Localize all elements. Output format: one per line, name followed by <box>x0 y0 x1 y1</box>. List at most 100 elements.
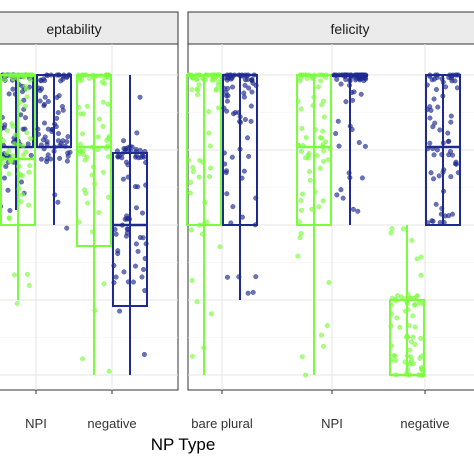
data-point-1-1-65 <box>241 168 247 174</box>
data-point-1-2-62 <box>306 150 312 156</box>
data-point-1-5-21 <box>428 170 434 176</box>
data-point-1-5-13 <box>427 140 433 146</box>
data-point-1-4-36 <box>393 358 399 364</box>
data-point-1-5-49 <box>433 87 439 93</box>
data-point-1-2-55 <box>306 169 312 175</box>
data-point-1-0-64 <box>195 92 201 98</box>
data-point-1-4-47 <box>408 339 414 345</box>
data-point-1-4-65 <box>408 354 414 360</box>
data-point-0-3-37 <box>55 199 61 205</box>
data-point-1-0-33 <box>190 164 196 170</box>
data-point-1-4-43 <box>410 334 416 340</box>
data-point-1-4-66 <box>412 302 418 308</box>
box-1-2 <box>296 74 332 226</box>
data-point-1-3-39 <box>333 131 339 137</box>
data-point-1-5-28 <box>447 149 453 155</box>
data-point-0-2-45 <box>22 103 28 109</box>
data-point-1-1-56 <box>241 90 247 96</box>
facet-strip-0 <box>0 11 179 45</box>
data-point-0-5-64 <box>135 248 141 254</box>
data-point-1-2-9 <box>325 157 331 163</box>
x-tick-label-1-2: negative <box>400 416 449 431</box>
data-point-0-3-31 <box>64 225 70 231</box>
data-point-1-4-2 <box>400 226 406 232</box>
data-point-1-2-14 <box>300 191 306 197</box>
data-point-1-2-49 <box>318 78 324 84</box>
data-point-0-4-1 <box>105 101 111 107</box>
data-point-1-1-67 <box>242 77 248 83</box>
data-point-1-2-64 <box>321 148 327 154</box>
data-point-0-2-39 <box>1 77 7 83</box>
data-point-0-1-42 <box>25 141 31 147</box>
data-point-1-5-31 <box>448 113 454 119</box>
data-point-0-5-41 <box>137 94 143 100</box>
data-point-1-1-4 <box>245 290 251 296</box>
data-point-1-5-60 <box>446 138 452 144</box>
data-point-1-2-18 <box>297 235 303 241</box>
data-point-0-4-38 <box>79 131 85 137</box>
data-point-0-5-28 <box>121 138 127 144</box>
data-point-0-1-34 <box>7 208 13 214</box>
data-point-1-1-37 <box>242 82 248 88</box>
data-point-1-3-43 <box>334 192 340 198</box>
data-point-1-2-23 <box>324 323 330 329</box>
data-point-1-0-46 <box>213 86 219 92</box>
data-point-1-4-29 <box>389 226 395 232</box>
data-point-1-2-29 <box>299 148 305 154</box>
data-point-1-4-16 <box>394 315 400 321</box>
data-point-1-4-17 <box>407 347 413 353</box>
data-point-1-4-40 <box>414 256 420 262</box>
data-point-0-1-59 <box>21 97 27 103</box>
data-point-1-0-5 <box>189 353 195 359</box>
data-point-0-3-4 <box>37 98 43 104</box>
data-point-1-5-11 <box>436 173 442 179</box>
data-point-1-1-59 <box>249 89 255 95</box>
data-point-1-3-37 <box>340 195 346 201</box>
data-point-0-3-39 <box>54 115 60 121</box>
data-point-1-2-43 <box>307 177 313 183</box>
data-point-1-3-22 <box>362 143 368 149</box>
data-point-1-2-34 <box>321 98 327 104</box>
data-point-1-1-31 <box>225 93 231 99</box>
data-point-0-3-62 <box>44 139 50 145</box>
data-point-0-2-42 <box>6 148 12 154</box>
data-point-0-2-46 <box>23 86 29 92</box>
data-point-0-5-23 <box>139 210 145 216</box>
data-point-0-5-44 <box>124 216 130 222</box>
data-point-0-2-32 <box>26 282 32 288</box>
data-point-1-4-25 <box>418 335 424 341</box>
data-point-0-3-67 <box>58 78 64 84</box>
data-point-0-1-11 <box>6 91 12 97</box>
data-point-1-2-41 <box>305 155 311 161</box>
data-point-0-5-50 <box>141 266 147 272</box>
data-point-1-2-67 <box>303 372 309 378</box>
data-point-0-4-24 <box>84 154 90 160</box>
data-point-0-2-8 <box>28 136 34 142</box>
data-point-0-4-19 <box>100 169 106 175</box>
data-point-0-2-21 <box>20 143 26 149</box>
data-point-1-0-35 <box>208 311 214 317</box>
data-point-0-2-60 <box>27 77 33 83</box>
data-point-0-4-59 <box>105 154 111 160</box>
data-point-1-0-15 <box>189 87 195 93</box>
data-point-0-5-66 <box>138 154 144 160</box>
data-point-1-3-35 <box>350 206 356 212</box>
data-point-0-2-1 <box>6 171 12 177</box>
data-point-1-2-5 <box>298 197 304 203</box>
data-point-0-3-51 <box>41 101 47 107</box>
data-point-0-1-9 <box>28 152 34 158</box>
facet-strip-1 <box>187 11 474 45</box>
data-point-0-2-48 <box>6 215 12 221</box>
data-point-0-2-54 <box>18 199 24 205</box>
data-point-0-5-35 <box>121 269 127 275</box>
data-point-0-5-68 <box>133 263 139 269</box>
data-point-0-1-68 <box>22 115 28 121</box>
data-point-0-2-9 <box>4 128 10 134</box>
data-point-0-3-50 <box>55 110 61 116</box>
data-point-0-2-24 <box>12 141 18 147</box>
data-point-1-3-38 <box>356 140 362 146</box>
data-point-1-2-19 <box>321 114 327 120</box>
data-point-0-4-6 <box>100 99 106 105</box>
data-point-1-0-39 <box>208 165 214 171</box>
data-point-0-4-31 <box>97 116 103 122</box>
